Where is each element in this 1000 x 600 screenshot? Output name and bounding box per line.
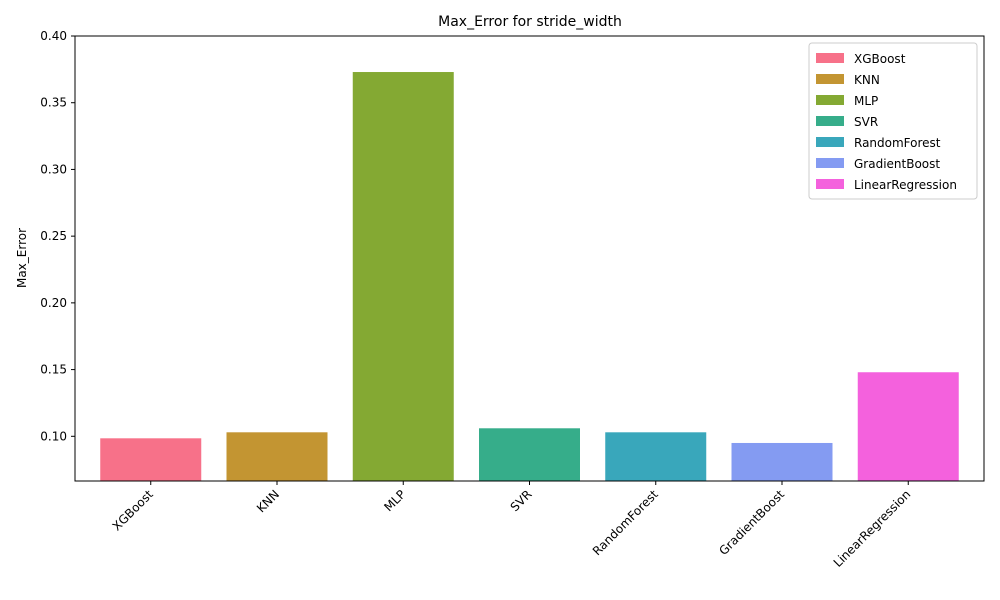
y-axis-label: Max_Error: [15, 228, 29, 288]
y-tick-label: 0.20: [40, 296, 67, 310]
bar-randomforest: [605, 432, 707, 481]
legend-swatch-linearregression: [816, 179, 844, 189]
chart-title: Max_Error for stride_width: [438, 14, 622, 30]
legend-box: [808, 42, 978, 200]
x-tick-label-svr: SVR: [508, 487, 535, 514]
y-tick-label: 0.25: [40, 229, 67, 243]
legend-swatch-randomforest: [816, 137, 844, 147]
legend-swatch-xgboost: [816, 53, 844, 63]
y-tick-label: 0.30: [40, 162, 67, 176]
x-tick-label-linearregression: LinearRegression: [831, 487, 914, 570]
bar-xgboost: [100, 438, 202, 481]
legend-swatch-gradientboost: [816, 158, 844, 168]
x-tick-label-randomforest: RandomForest: [590, 487, 661, 558]
plot-frame: [74, 35, 985, 482]
legend-swatch-knn: [816, 74, 844, 84]
y-tick-label: 0.35: [40, 96, 67, 110]
legend-label-knn: KNN: [854, 73, 880, 87]
legend-label-gradientboost: GradientBoost: [854, 157, 940, 171]
legend-label-randomforest: RandomForest: [854, 136, 941, 150]
legend-label-linearregression: LinearRegression: [854, 178, 957, 192]
bar-knn: [226, 432, 328, 481]
x-tick-label-gradientboost: GradientBoost: [716, 487, 787, 558]
legend-swatch-svr: [816, 116, 844, 126]
bar-mlp: [352, 72, 454, 481]
y-tick-label: 0.10: [40, 429, 67, 443]
y-tick-label: 0.15: [40, 363, 67, 377]
x-tick-label-mlp: MLP: [381, 487, 408, 514]
legend: XGBoost KNN MLP SVR RandomForest GradientBoos…: [808, 42, 978, 200]
legend-swatch-mlp: [816, 95, 844, 105]
bars-group: [100, 72, 959, 481]
x-tick-label-knn: KNN: [254, 487, 282, 515]
bar-gradientboost: [731, 442, 833, 481]
legend-label-mlp: MLP: [854, 94, 878, 108]
x-axis-ticks: XGBoost KNN MLP SVR RandomForest GradientBoos…: [110, 481, 914, 570]
y-tick-label: 0.40: [40, 29, 67, 43]
legend-label-xgboost: XGBoost: [854, 52, 906, 66]
legend-label-svr: SVR: [854, 115, 878, 129]
bar-linearregression: [857, 372, 959, 481]
bar-svr: [479, 428, 580, 481]
y-axis-ticks: 0.10 0.15 0.20 0.25 0.30 0.35 0.40: [40, 29, 75, 443]
x-tick-label-xgboost: XGBoost: [110, 487, 156, 533]
